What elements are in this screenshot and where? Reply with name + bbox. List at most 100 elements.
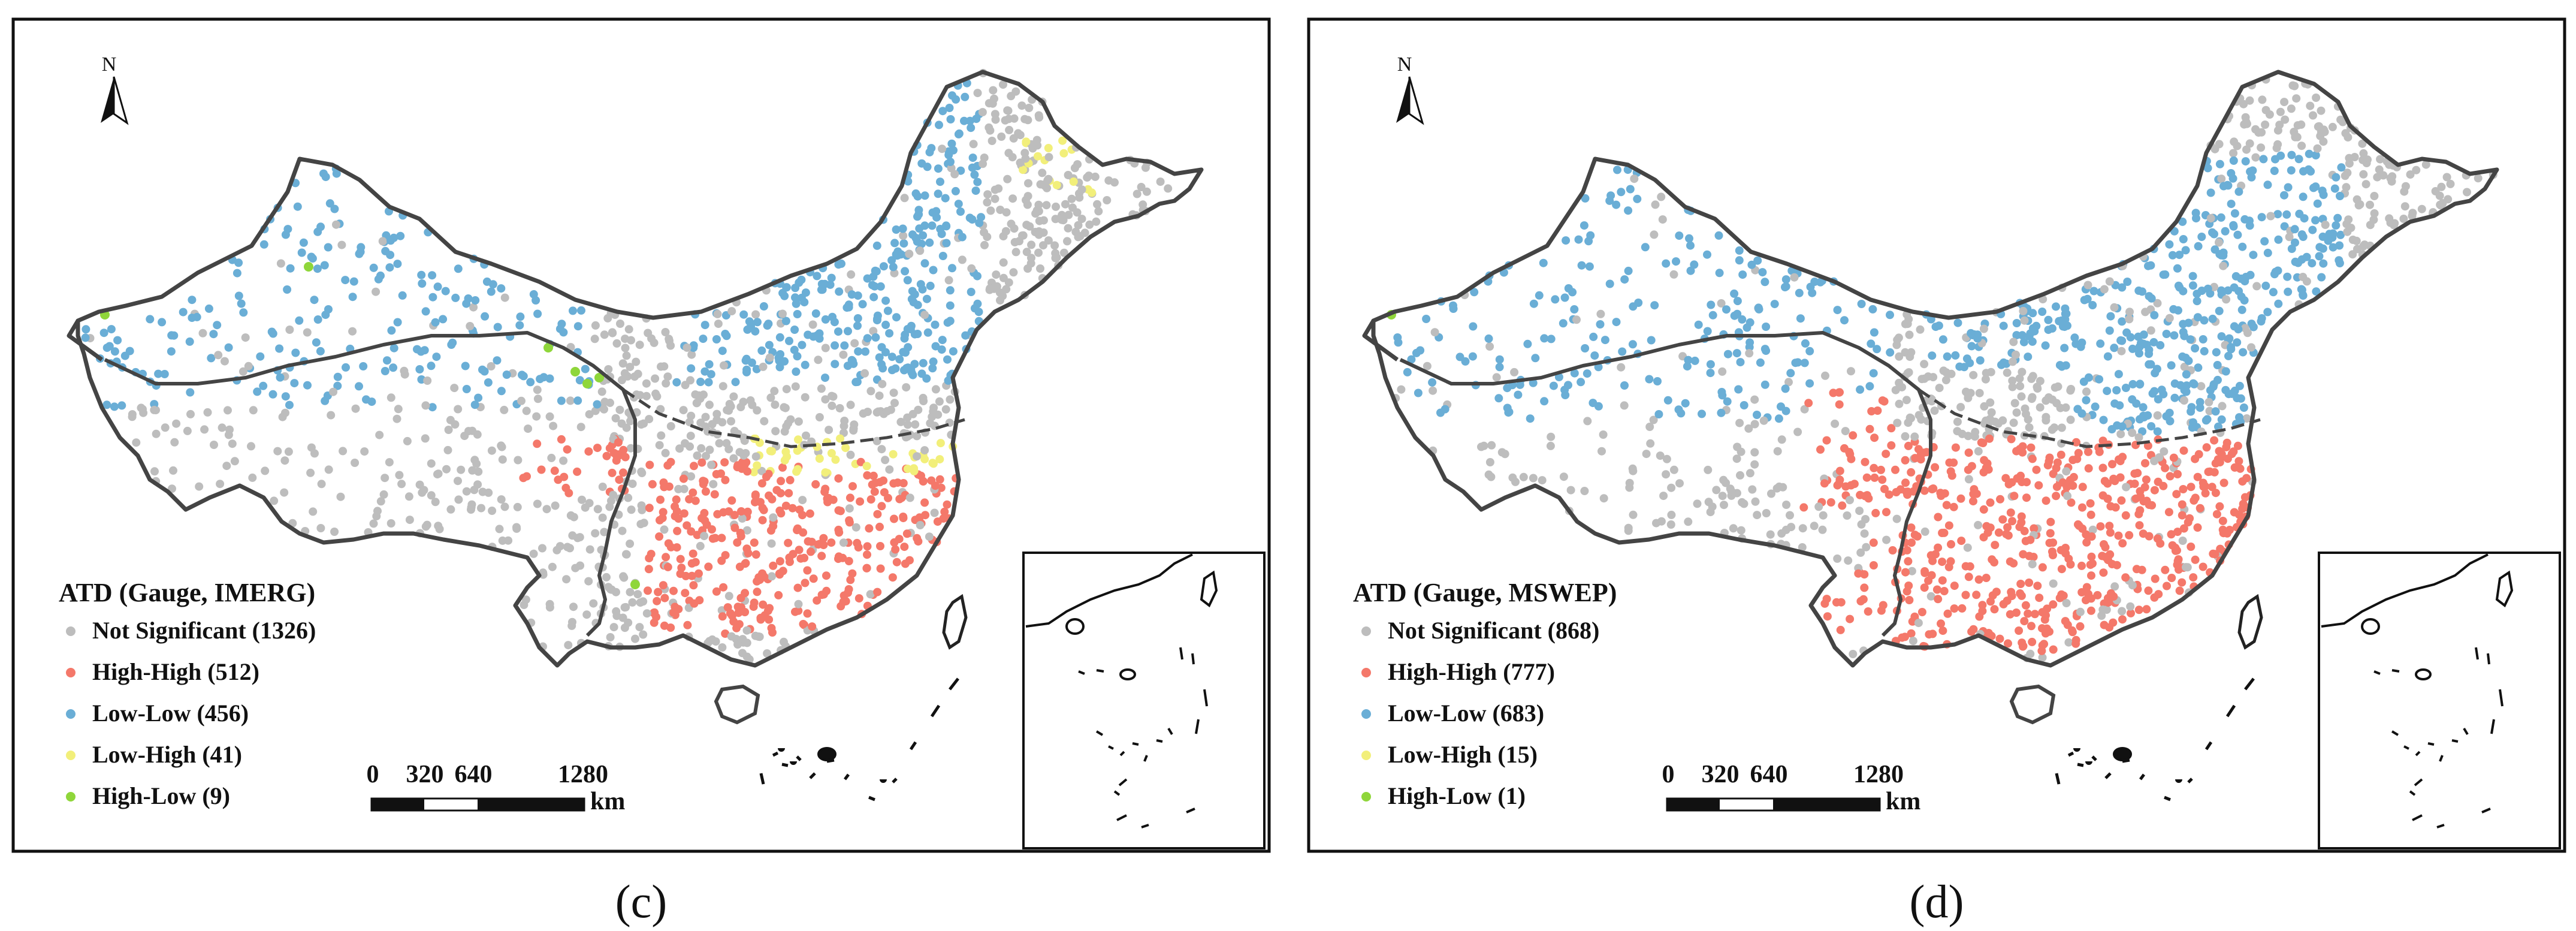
station-point <box>1856 596 1865 605</box>
station-point <box>1468 352 1477 361</box>
station-point <box>2125 315 2134 324</box>
station-point <box>899 239 908 248</box>
station-point <box>1717 299 1726 308</box>
station-point <box>321 396 330 405</box>
station-point <box>951 186 960 195</box>
station-point <box>873 311 882 320</box>
legend-label-low_low: Low-Low (683) <box>1388 700 1544 727</box>
station-point <box>793 352 802 361</box>
station-point <box>2341 171 2349 180</box>
station-point <box>792 299 801 308</box>
station-point <box>666 341 675 350</box>
station-point <box>198 329 207 338</box>
station-point <box>1833 306 1842 315</box>
station-point <box>2302 277 2311 286</box>
station-point <box>875 522 884 531</box>
station-point <box>860 369 869 378</box>
station-point <box>685 495 694 504</box>
station-point <box>798 496 807 505</box>
station-point <box>1907 538 1916 547</box>
station-point <box>1996 495 2004 504</box>
station-point <box>866 495 875 504</box>
station-point <box>2257 128 2266 137</box>
station-point <box>885 329 894 338</box>
station-point <box>462 385 471 393</box>
station-point <box>521 595 530 604</box>
station-point <box>2184 356 2193 365</box>
station-point <box>2125 308 2134 317</box>
station-point <box>2318 232 2327 241</box>
station-point <box>2239 348 2248 357</box>
station-point <box>2136 487 2145 496</box>
station-point <box>2271 155 2279 164</box>
station-point <box>533 439 542 448</box>
station-point <box>107 325 116 334</box>
station-point <box>1484 334 1493 343</box>
station-point <box>809 574 818 583</box>
station-point <box>1667 483 1676 492</box>
station-point <box>765 353 774 362</box>
station-point <box>935 455 944 464</box>
station-point <box>2166 417 2175 426</box>
station-point <box>885 465 894 474</box>
station-point <box>428 403 437 412</box>
station-point <box>273 447 282 456</box>
station-point <box>533 309 542 318</box>
station-point <box>642 379 651 388</box>
station-point <box>2182 370 2191 379</box>
station-point <box>259 381 268 390</box>
station-point <box>2204 397 2213 406</box>
station-point <box>2088 301 2097 309</box>
station-point <box>1033 141 1042 150</box>
station-point <box>2186 335 2195 344</box>
station-point <box>2110 477 2119 486</box>
station-point <box>742 526 751 535</box>
station-point <box>373 507 382 516</box>
station-point <box>914 537 923 546</box>
station-point <box>2135 415 2144 424</box>
station-point <box>1931 323 1940 332</box>
station-point <box>327 411 336 420</box>
station-point <box>2249 251 2258 260</box>
station-point <box>763 649 772 658</box>
station-point <box>811 480 820 489</box>
station-point <box>782 385 791 394</box>
station-point <box>2049 579 2058 588</box>
station-point <box>342 363 350 372</box>
station-point <box>2291 238 2299 247</box>
station-point <box>2240 277 2249 286</box>
station-point <box>1901 432 1910 441</box>
station-point <box>2116 430 2125 439</box>
station-point <box>1016 131 1025 140</box>
station-point <box>990 110 999 119</box>
station-point <box>844 588 852 597</box>
station-point <box>1069 177 1078 186</box>
station-point <box>2042 611 2050 620</box>
station-point <box>651 374 660 383</box>
station-point <box>1723 397 1732 406</box>
station-point <box>1873 345 1882 354</box>
station-point <box>624 325 633 334</box>
station-point <box>1727 487 1736 496</box>
station-point <box>2269 288 2278 297</box>
station-point <box>2098 436 2107 445</box>
station-point <box>179 308 188 317</box>
station-point <box>1938 558 1947 567</box>
north-arrow: N <box>1396 53 1424 125</box>
station-point <box>934 189 943 198</box>
station-point <box>946 395 955 404</box>
station-point <box>2088 525 2097 534</box>
station-point <box>2086 510 2095 519</box>
station-point <box>1781 384 1790 393</box>
station-point <box>943 500 952 509</box>
station-point <box>801 360 810 369</box>
station-point <box>1620 381 1629 390</box>
station-point <box>1583 369 1591 378</box>
station-point <box>1841 427 1850 436</box>
station-point <box>618 613 627 622</box>
station-point <box>1907 414 1915 423</box>
station-point <box>2082 583 2091 592</box>
station-point <box>2412 165 2421 174</box>
station-point <box>647 334 656 343</box>
station-point <box>817 590 826 599</box>
